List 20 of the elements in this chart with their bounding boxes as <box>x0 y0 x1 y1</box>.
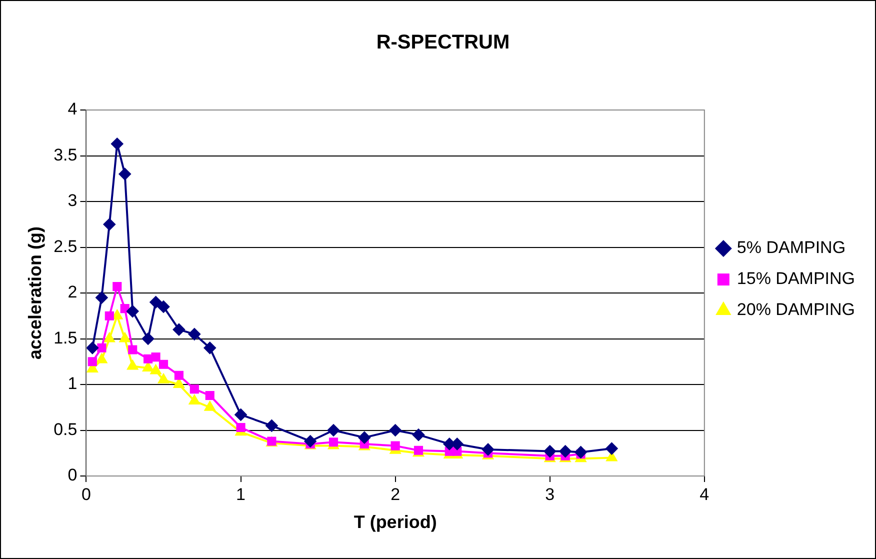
y-axis-title: acceleration (g) <box>24 226 45 360</box>
y-tick-label: 4 <box>68 100 78 119</box>
x-tick-label: 4 <box>700 484 710 504</box>
legend-label: 5% DAMPING <box>736 238 846 258</box>
legend-label: 20% DAMPING <box>736 300 856 320</box>
chart-title: R-SPECTRUM <box>376 32 510 54</box>
y-tick-label: 1 <box>68 374 78 394</box>
legend-label: 15% DAMPING <box>736 269 856 288</box>
x-tick-label: 2 <box>390 484 400 504</box>
y-tick-label: 2 <box>68 282 78 302</box>
x-axis-title: T (period) <box>354 512 437 532</box>
y-tick-label: 1.5 <box>54 328 78 348</box>
y-tick-label: 3.5 <box>54 145 78 164</box>
y-tick-label: 0.5 <box>54 420 78 439</box>
y-tick-label: 2.5 <box>54 236 78 256</box>
x-tick-label: 3 <box>545 484 555 504</box>
x-tick-label: 1 <box>236 484 246 504</box>
x-tick-label: 0 <box>82 484 91 504</box>
y-tick-label: 3 <box>68 191 78 210</box>
y-tick-label: 0 <box>68 466 78 485</box>
